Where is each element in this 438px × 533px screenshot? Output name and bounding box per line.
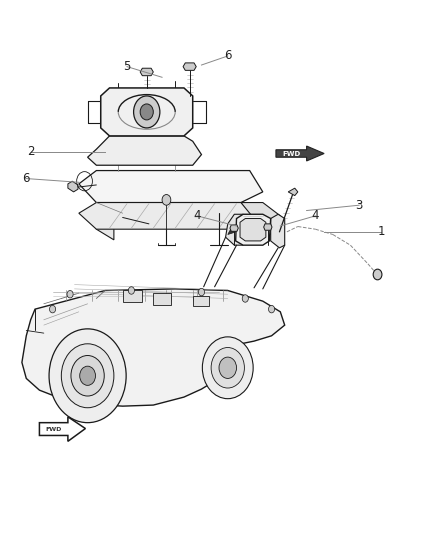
Polygon shape [88, 136, 201, 165]
Text: 1: 1 [377, 225, 385, 238]
Polygon shape [264, 224, 272, 230]
Text: 6: 6 [22, 172, 30, 185]
Circle shape [128, 287, 134, 294]
Circle shape [49, 305, 56, 313]
Polygon shape [183, 63, 196, 70]
Polygon shape [240, 219, 266, 241]
Polygon shape [22, 289, 285, 406]
Circle shape [219, 357, 237, 378]
Polygon shape [241, 203, 280, 227]
Circle shape [373, 269, 382, 280]
Circle shape [61, 344, 114, 408]
Polygon shape [236, 214, 271, 245]
Polygon shape [101, 88, 193, 136]
Polygon shape [193, 296, 209, 306]
Polygon shape [96, 203, 114, 240]
Polygon shape [68, 181, 78, 192]
Polygon shape [276, 146, 324, 161]
Polygon shape [271, 214, 285, 248]
Polygon shape [228, 227, 241, 235]
Circle shape [202, 337, 253, 399]
Circle shape [268, 305, 275, 313]
Circle shape [134, 96, 160, 128]
Polygon shape [140, 68, 153, 76]
Circle shape [140, 104, 153, 120]
Polygon shape [153, 293, 171, 305]
Polygon shape [79, 203, 254, 229]
Polygon shape [226, 214, 243, 245]
Text: FWD: FWD [282, 150, 300, 157]
Polygon shape [79, 171, 263, 203]
Circle shape [49, 329, 126, 423]
Text: FWD: FWD [45, 426, 62, 432]
Circle shape [198, 288, 205, 296]
Polygon shape [39, 417, 85, 441]
Circle shape [162, 195, 171, 205]
Text: 4: 4 [193, 209, 201, 222]
Circle shape [71, 356, 104, 396]
Circle shape [80, 366, 95, 385]
Circle shape [67, 290, 73, 298]
Polygon shape [245, 219, 276, 237]
Polygon shape [123, 290, 142, 302]
Text: 3: 3 [356, 199, 363, 212]
Polygon shape [230, 225, 238, 231]
Text: 4: 4 [311, 209, 319, 222]
Text: 5: 5 [124, 60, 131, 73]
Text: 6: 6 [224, 50, 232, 62]
Circle shape [242, 295, 248, 302]
Circle shape [211, 348, 244, 388]
Polygon shape [288, 188, 298, 196]
Text: 2: 2 [27, 146, 35, 158]
